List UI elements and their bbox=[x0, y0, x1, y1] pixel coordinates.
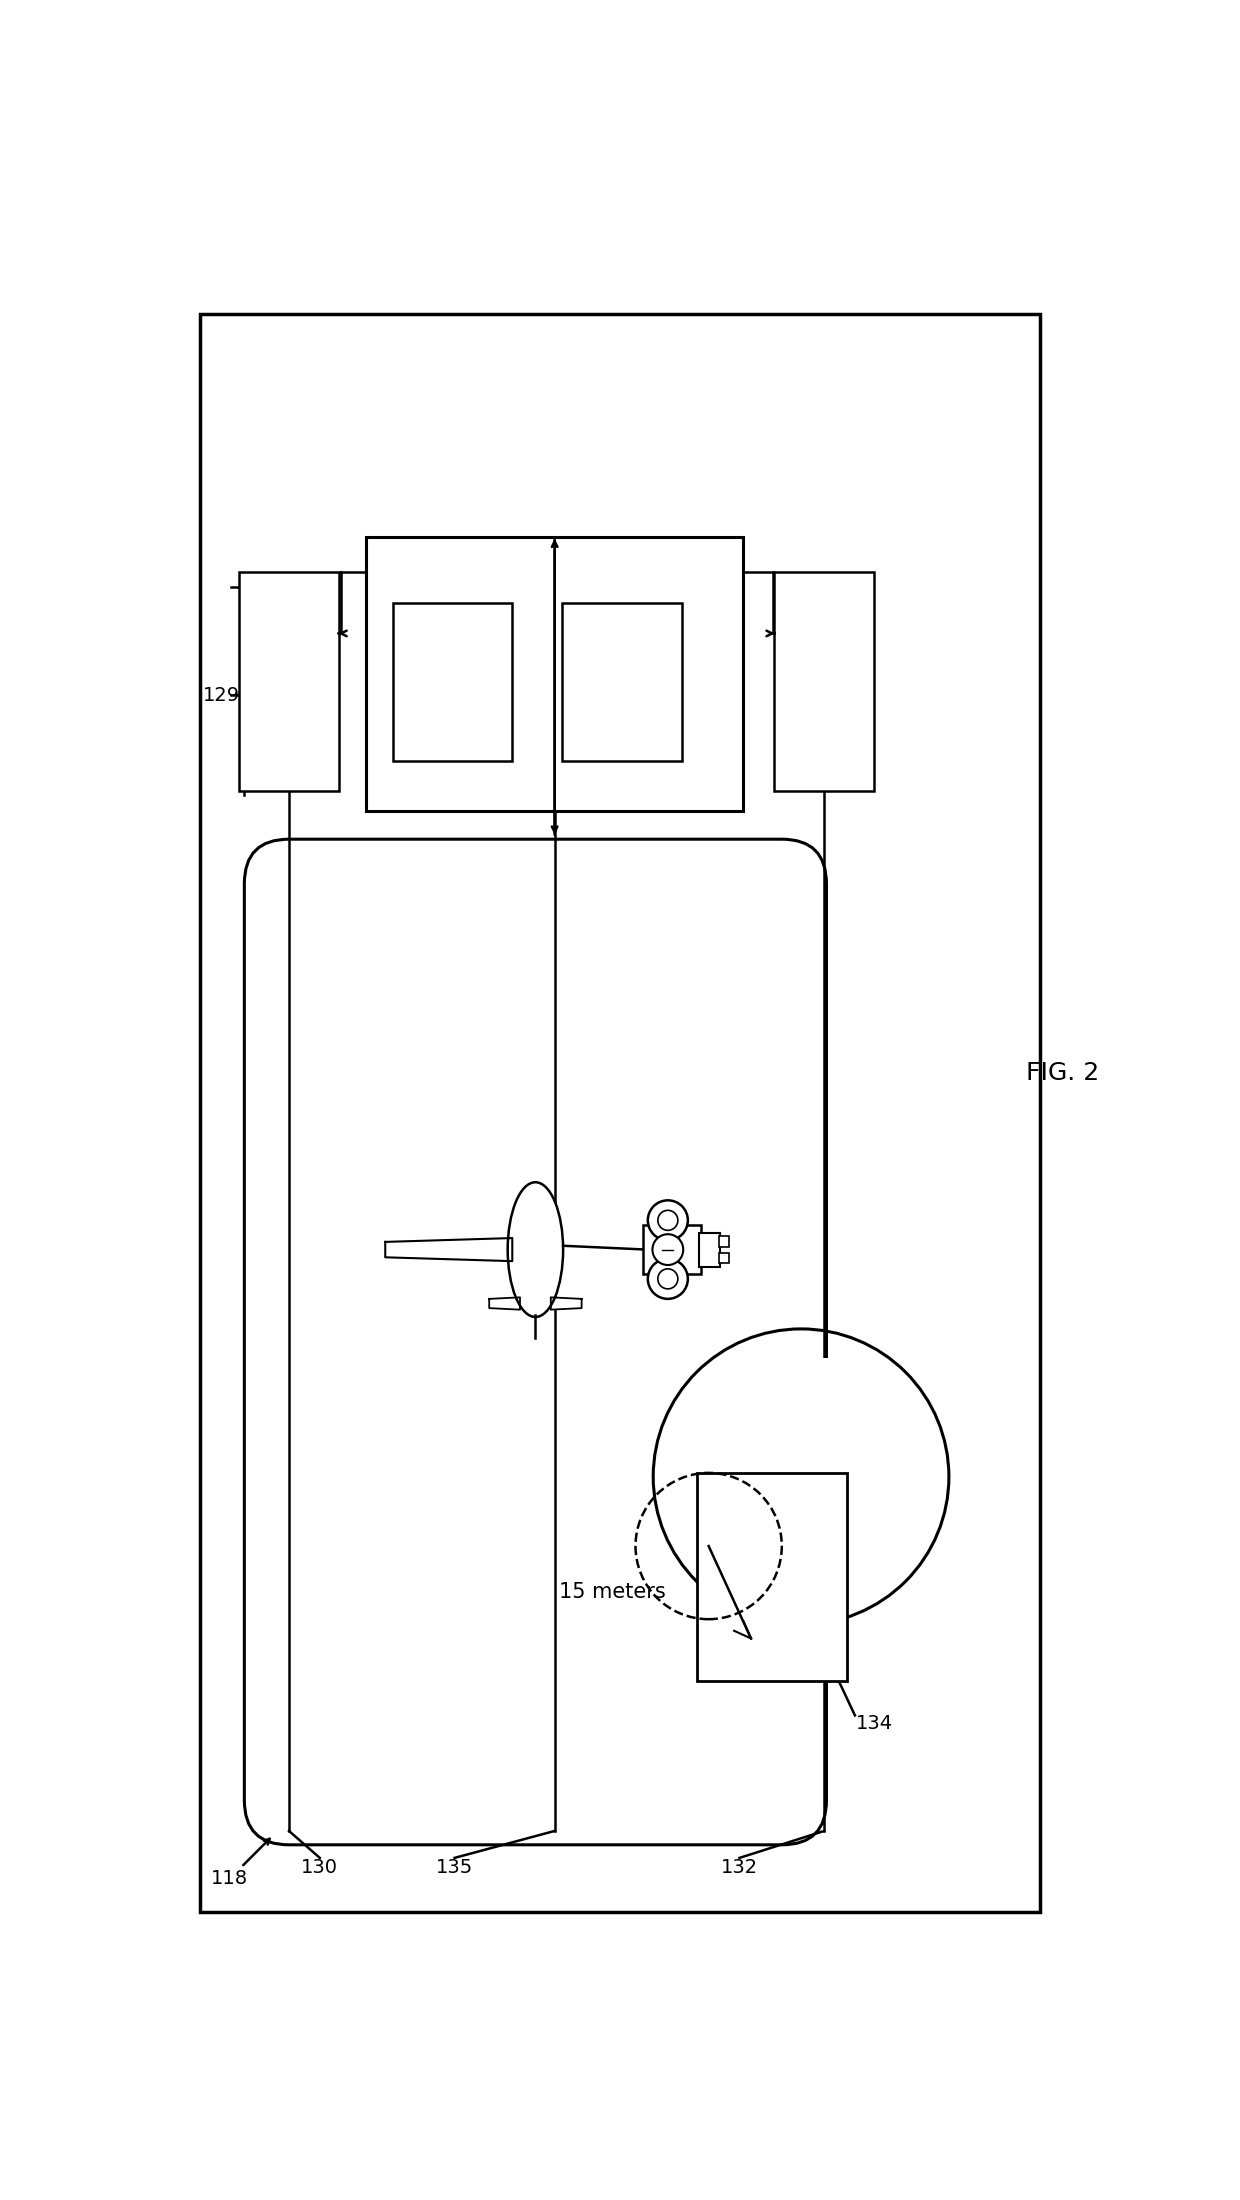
Circle shape bbox=[658, 1210, 678, 1230]
Polygon shape bbox=[490, 1298, 520, 1309]
Text: FIG. 2: FIG. 2 bbox=[1027, 1060, 1100, 1085]
Bar bbox=[239, 572, 339, 792]
Text: 138: 138 bbox=[564, 766, 598, 783]
Circle shape bbox=[658, 1269, 678, 1289]
Bar bbox=[770, 1360, 914, 1593]
Text: 129: 129 bbox=[202, 686, 239, 704]
Bar bbox=[366, 537, 743, 812]
Polygon shape bbox=[386, 1239, 512, 1261]
Bar bbox=[201, 315, 1040, 1912]
Polygon shape bbox=[551, 1298, 582, 1309]
Text: Processor: Processor bbox=[582, 673, 662, 691]
Bar bbox=[719, 1252, 729, 1263]
Text: Controller: Controller bbox=[381, 550, 498, 570]
FancyBboxPatch shape bbox=[244, 838, 826, 1846]
Bar bbox=[563, 603, 682, 761]
Ellipse shape bbox=[507, 1181, 563, 1318]
Text: 15 meters: 15 meters bbox=[559, 1582, 666, 1602]
Text: Memory
Unit: Memory Unit bbox=[419, 662, 486, 702]
Text: Movement
Sensors: Movement Sensors bbox=[805, 638, 843, 726]
Bar bbox=[719, 1236, 729, 1247]
Circle shape bbox=[647, 1201, 688, 1241]
Bar bbox=[393, 603, 512, 761]
Bar bbox=[644, 1225, 701, 1274]
Circle shape bbox=[652, 1234, 683, 1265]
Text: 130: 130 bbox=[301, 1857, 339, 1877]
Text: 135: 135 bbox=[436, 1857, 474, 1877]
Text: 134: 134 bbox=[856, 1714, 893, 1734]
Bar bbox=[774, 572, 874, 792]
Bar bbox=[698, 1232, 720, 1267]
Circle shape bbox=[653, 1329, 949, 1624]
Bar bbox=[697, 1474, 847, 1681]
Bar bbox=[735, 1357, 836, 1595]
Circle shape bbox=[647, 1258, 688, 1298]
Text: 132: 132 bbox=[720, 1857, 758, 1877]
Text: 118: 118 bbox=[211, 1870, 248, 1888]
Bar bbox=[790, 1357, 836, 1595]
Text: 136: 136 bbox=[394, 766, 429, 783]
Text: Scanning
Sensors: Scanning Sensors bbox=[269, 645, 309, 719]
